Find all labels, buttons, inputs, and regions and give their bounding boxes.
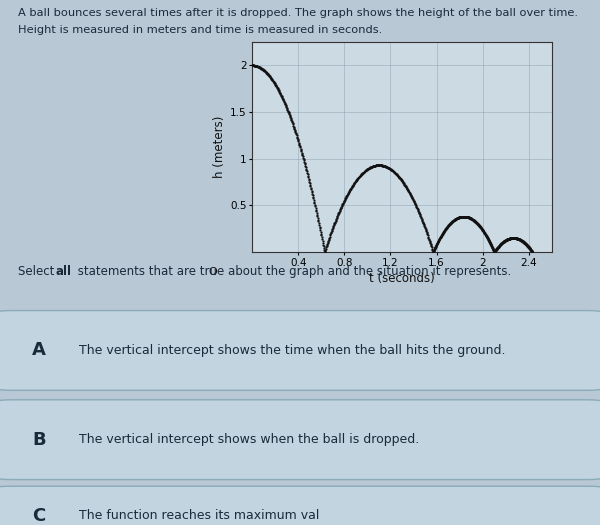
Text: Height is measured in meters and time is measured in seconds.: Height is measured in meters and time is… bbox=[18, 25, 382, 35]
Text: statements that are true about the graph and the situation it represents.: statements that are true about the graph… bbox=[74, 265, 511, 278]
Text: The function reaches its maximum val: The function reaches its maximum val bbox=[79, 509, 319, 522]
Text: A ball bounces several times after it is dropped. The graph shows the height of : A ball bounces several times after it is… bbox=[18, 8, 578, 18]
Text: Select: Select bbox=[18, 265, 58, 278]
Text: O: O bbox=[209, 267, 217, 277]
Text: B: B bbox=[32, 430, 46, 449]
FancyBboxPatch shape bbox=[0, 400, 600, 479]
Text: all: all bbox=[56, 265, 72, 278]
Text: C: C bbox=[32, 507, 46, 525]
X-axis label: t (seconds): t (seconds) bbox=[369, 272, 435, 285]
FancyBboxPatch shape bbox=[0, 311, 600, 390]
Text: A: A bbox=[32, 341, 46, 360]
FancyBboxPatch shape bbox=[0, 486, 600, 525]
Text: The vertical intercept shows when the ball is dropped.: The vertical intercept shows when the ba… bbox=[79, 433, 419, 446]
Y-axis label: h (meters): h (meters) bbox=[212, 116, 226, 178]
Text: The vertical intercept shows the time when the ball hits the ground.: The vertical intercept shows the time wh… bbox=[79, 344, 505, 357]
